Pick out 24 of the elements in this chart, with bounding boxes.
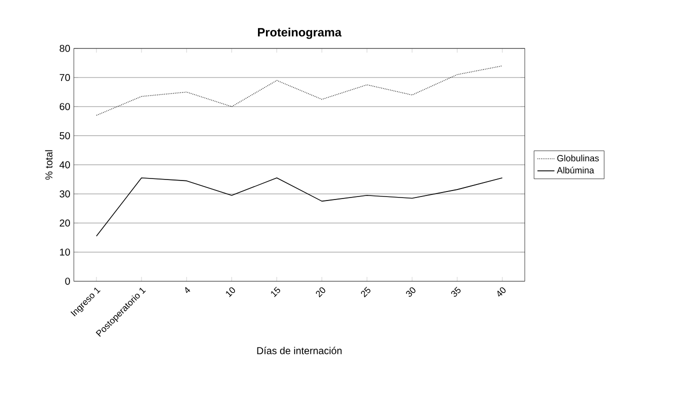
x-tick-label: 40 [497, 287, 506, 296]
y-tick-label: 30 [60, 190, 70, 198]
y-tick-label: 20 [60, 219, 70, 226]
x-tick-label: 15 [271, 286, 280, 298]
y-tick-label: 70 [60, 74, 70, 81]
x-tick-label: 35 [451, 286, 461, 297]
y-tick-label: 50 [60, 132, 70, 140]
y-tick-label: 80 [60, 44, 70, 52]
x-tick-label: 25 [361, 286, 370, 298]
x-tick-label: 30 [406, 287, 416, 297]
x-tick-label: 4 [185, 286, 190, 293]
line-series [96, 177, 503, 236]
y-tick-label: 40 [60, 161, 70, 168]
y-axis-title: % total [45, 150, 52, 180]
y-tick-label: 0 [65, 278, 70, 285]
legend-label: Albúmina [556, 166, 594, 174]
chart-title: Proteinograma [258, 28, 342, 39]
legend-label: Globulinas [557, 154, 599, 162]
x-tick-label: 20 [316, 287, 326, 298]
x-axis-title: Días de internación [257, 346, 342, 354]
y-tick-label: 60 [60, 102, 70, 110]
x-tick-label: 10 [226, 287, 236, 298]
y-tick-label: 10 [60, 248, 70, 256]
line-series [96, 65, 503, 116]
